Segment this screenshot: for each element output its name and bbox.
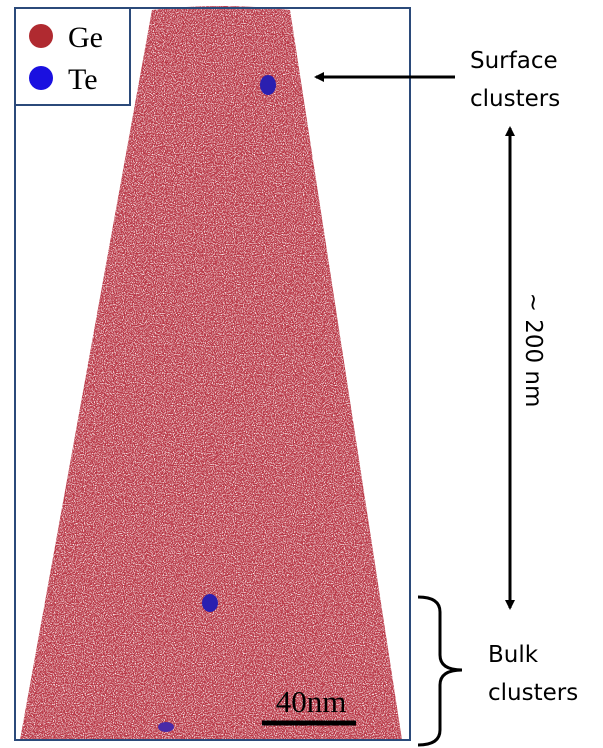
te-cluster <box>260 75 276 95</box>
specimen-texture <box>20 6 402 740</box>
te-cluster <box>202 594 218 612</box>
annotation: Surface <box>470 48 558 74</box>
legend-marker <box>29 24 53 48</box>
scale-bar-label: 40nm <box>276 684 347 719</box>
annotation: Bulk <box>488 642 539 668</box>
legend-label: Ge <box>68 21 103 54</box>
legend-label: Te <box>68 63 98 96</box>
annotation: clusters <box>488 680 578 706</box>
page: {"legend": {"items": [{"label": "Ge"}, {… <box>0 0 603 748</box>
legend-marker <box>29 66 53 90</box>
annotation: ~ 200 nm <box>520 293 546 408</box>
te-cluster <box>158 722 174 732</box>
figure: Ge Te Surface clusters ~ 200 nm Bulk clu… <box>0 0 603 748</box>
bracket <box>418 597 462 745</box>
annotation: clusters <box>470 86 560 112</box>
